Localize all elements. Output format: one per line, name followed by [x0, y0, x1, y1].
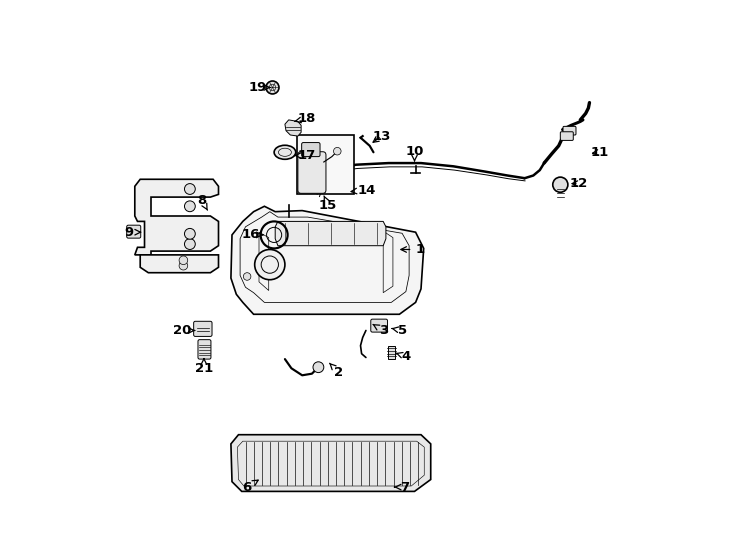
Bar	[388, 346, 395, 359]
FancyBboxPatch shape	[302, 143, 320, 157]
Circle shape	[266, 81, 279, 94]
Circle shape	[184, 184, 195, 194]
Circle shape	[184, 228, 195, 239]
Circle shape	[244, 273, 251, 280]
Polygon shape	[231, 206, 424, 314]
Circle shape	[184, 239, 195, 249]
Circle shape	[179, 261, 188, 270]
Text: 19: 19	[249, 81, 270, 94]
Text: 3: 3	[373, 324, 388, 337]
Circle shape	[184, 201, 195, 212]
Text: 2: 2	[330, 363, 344, 379]
Text: 14: 14	[351, 184, 377, 197]
Polygon shape	[231, 435, 431, 491]
Circle shape	[255, 249, 285, 280]
Text: 9: 9	[125, 226, 140, 239]
Text: 5: 5	[392, 324, 407, 337]
FancyBboxPatch shape	[563, 126, 576, 135]
Polygon shape	[275, 221, 386, 246]
Text: 7: 7	[395, 481, 410, 494]
Text: 11: 11	[590, 146, 608, 159]
Circle shape	[179, 256, 188, 265]
Polygon shape	[285, 120, 301, 136]
Text: 17: 17	[294, 149, 316, 162]
Text: 21: 21	[195, 359, 213, 375]
FancyBboxPatch shape	[127, 225, 141, 238]
Ellipse shape	[274, 145, 296, 159]
Polygon shape	[140, 255, 219, 273]
Circle shape	[553, 177, 568, 192]
Text: 16: 16	[241, 228, 263, 241]
Circle shape	[313, 362, 324, 373]
FancyBboxPatch shape	[560, 132, 573, 140]
Circle shape	[333, 147, 341, 155]
Text: 1: 1	[401, 243, 424, 256]
Polygon shape	[135, 179, 219, 255]
Text: 13: 13	[372, 130, 390, 143]
FancyBboxPatch shape	[297, 135, 354, 194]
FancyBboxPatch shape	[298, 152, 326, 193]
Text: 4: 4	[396, 350, 410, 363]
FancyBboxPatch shape	[198, 340, 211, 359]
Text: 6: 6	[242, 480, 258, 494]
Text: 8: 8	[197, 194, 208, 210]
Text: 18: 18	[294, 112, 316, 125]
FancyBboxPatch shape	[371, 319, 388, 332]
FancyBboxPatch shape	[194, 321, 212, 336]
Text: 15: 15	[319, 196, 337, 212]
Text: 10: 10	[405, 145, 424, 161]
Text: 12: 12	[570, 177, 588, 190]
Text: 20: 20	[173, 324, 195, 337]
